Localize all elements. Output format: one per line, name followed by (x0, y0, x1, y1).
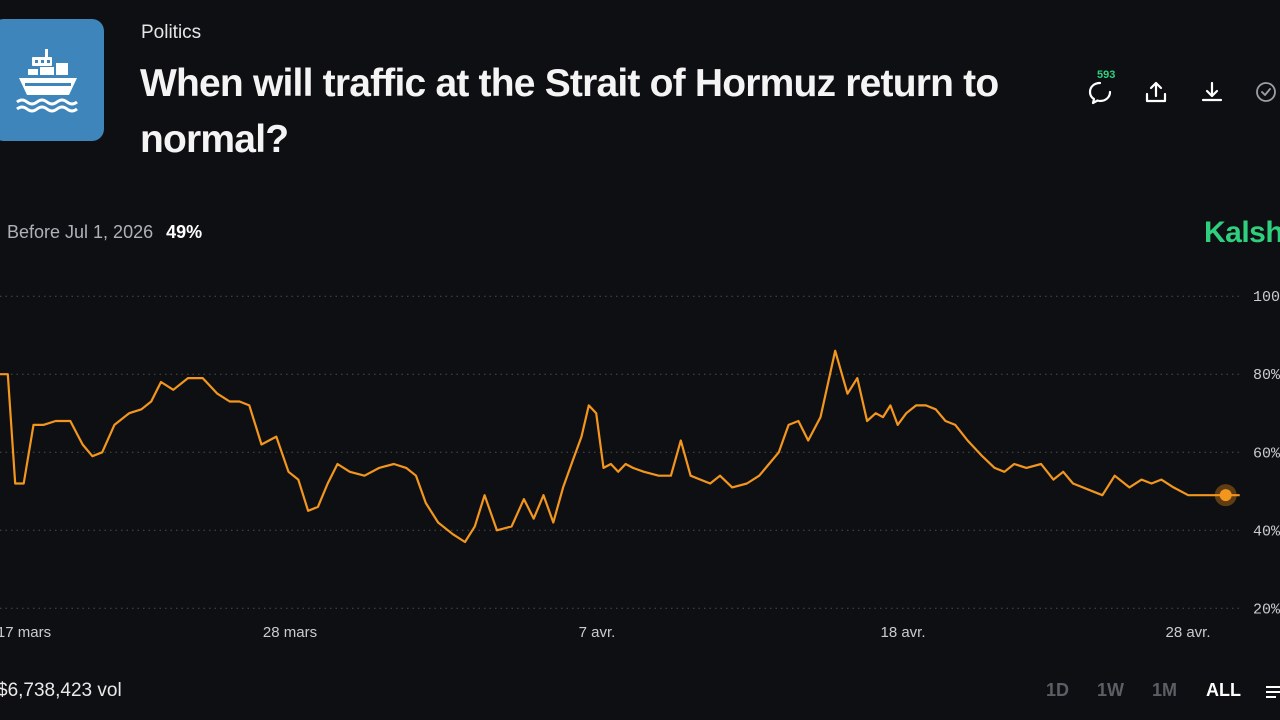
y-tick-label: 40% (1253, 523, 1280, 540)
brand-logo[interactable]: Kalshi (1204, 216, 1280, 249)
share-icon (1145, 81, 1167, 103)
range-tab-1m[interactable]: 1M (1152, 680, 1178, 700)
series-line (0, 349, 1240, 544)
range-tab-1d[interactable]: 1D (1046, 680, 1070, 700)
legend-value: 49% (166, 222, 203, 242)
page-title: When will traffic at the Strait of Hormu… (140, 62, 999, 161)
comments-button[interactable]: 593 (1080, 69, 1120, 112)
y-tick-label: 60% (1253, 445, 1280, 462)
market-icon[interactable] (0, 19, 104, 141)
range-tab-all[interactable]: ALL (1206, 680, 1241, 700)
download-button[interactable] (1192, 72, 1232, 112)
list-menu-icon[interactable] (1266, 685, 1280, 699)
category-label[interactable]: Politics (141, 22, 202, 43)
x-tick-label: 28 avr. (1165, 624, 1210, 641)
y-tick-label: 100% (1253, 289, 1280, 306)
comment-icon (1088, 81, 1112, 105)
watch-button[interactable] (1246, 72, 1280, 112)
current-point (1219, 489, 1232, 502)
range-tab-1w[interactable]: 1W (1097, 680, 1124, 700)
check-circle-icon (1256, 82, 1276, 102)
share-button[interactable] (1136, 72, 1176, 112)
y-tick-label: 20% (1253, 601, 1280, 618)
volume-label: $6,738,423 vol (0, 680, 122, 701)
y-tick-label: 80% (1253, 367, 1280, 384)
series-legend: Before Jul 1, 2026 49% (7, 222, 202, 243)
x-tick-label: 18 avr. (880, 624, 925, 641)
x-tick-label: 28 mars (263, 624, 317, 641)
comment-count: 593 (1097, 69, 1116, 81)
legend-label: Before Jul 1, 2026 (7, 222, 154, 242)
x-tick-label: 17 mars (0, 624, 51, 641)
x-tick-label: 7 avr. (579, 624, 616, 641)
download-icon (1201, 81, 1223, 102)
ship-icon (16, 49, 78, 113)
